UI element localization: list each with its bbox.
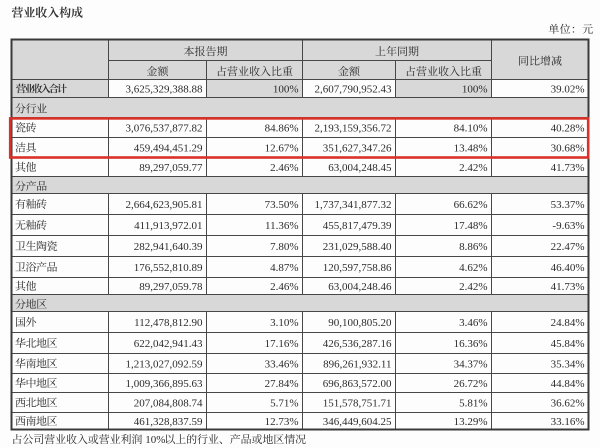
svg-text:1,009,366,895.63: 1,009,366,895.63 [126, 378, 204, 390]
svg-text:13.48%: 13.48% [454, 142, 488, 154]
svg-text:896,261,932.11: 896,261,932.11 [323, 358, 391, 370]
svg-text:2.46%: 2.46% [270, 162, 298, 174]
svg-text:3,625,329,388.88: 3,625,329,388.88 [126, 83, 204, 95]
svg-text:22.47%: 22.47% [551, 241, 585, 253]
svg-text:8.86%: 8.86% [459, 241, 487, 253]
svg-text:696,863,572.00: 696,863,572.00 [323, 378, 392, 390]
svg-text:120,597,758.86: 120,597,758.86 [323, 262, 392, 274]
svg-text:2.46%: 2.46% [270, 281, 298, 293]
svg-text:176,552,810.89: 176,552,810.89 [134, 262, 203, 274]
svg-text:426,536,287.16: 426,536,287.16 [323, 338, 392, 350]
svg-text:36.62%: 36.62% [551, 397, 585, 409]
svg-text:11.36%: 11.36% [265, 220, 299, 232]
svg-text:2,193,159,356.72: 2,193,159,356.72 [315, 122, 392, 134]
svg-text:84.86%: 84.86% [265, 122, 299, 134]
svg-text:89,297,059.78: 89,297,059.78 [139, 281, 203, 293]
svg-text:1,737,341,877.32: 1,737,341,877.32 [315, 199, 392, 211]
svg-text:12.73%: 12.73% [265, 416, 299, 428]
svg-text:2.42%: 2.42% [459, 281, 487, 293]
svg-text:26.72%: 26.72% [454, 378, 488, 390]
svg-text:2,664,623,905.81: 2,664,623,905.81 [126, 199, 203, 211]
svg-text:13.29%: 13.29% [454, 416, 488, 428]
svg-text:100%: 100% [462, 83, 488, 95]
svg-text:40.28%: 40.28% [551, 122, 585, 134]
svg-text:41.73%: 41.73% [551, 281, 585, 293]
svg-text:207,084,808.74: 207,084,808.74 [134, 397, 203, 409]
svg-text:33.16%: 33.16% [551, 416, 585, 428]
svg-text:5.81%: 5.81% [459, 397, 487, 409]
svg-text:45.84%: 45.84% [551, 338, 585, 350]
svg-text:459,494,451.29: 459,494,451.29 [134, 142, 203, 154]
svg-text:17.48%: 17.48% [454, 220, 488, 232]
svg-text:73.50%: 73.50% [265, 199, 299, 211]
svg-text:455,817,479.39: 455,817,479.39 [323, 220, 392, 232]
svg-text:16.36%: 16.36% [454, 338, 488, 350]
svg-text:351,627,347.26: 351,627,347.26 [323, 142, 392, 154]
svg-text:24.84%: 24.84% [551, 317, 585, 329]
svg-text:10%: 10% [145, 434, 165, 446]
svg-text:112,478,812.90: 112,478,812.90 [134, 317, 203, 329]
svg-text:2,607,790,952.43: 2,607,790,952.43 [315, 83, 393, 95]
svg-text:66.62%: 66.62% [454, 199, 488, 211]
svg-text:411,913,972.01: 411,913,972.01 [134, 220, 202, 232]
svg-text:41.73%: 41.73% [551, 162, 585, 174]
svg-text:34.37%: 34.37% [454, 358, 488, 370]
svg-text:27.84%: 27.84% [265, 378, 299, 390]
svg-text:53.37%: 53.37% [551, 199, 585, 211]
svg-text:84.10%: 84.10% [454, 122, 488, 134]
svg-text:89,297,059.77: 89,297,059.77 [139, 162, 203, 174]
svg-text:2.42%: 2.42% [459, 162, 487, 174]
svg-text:63,004,248.46: 63,004,248.46 [328, 281, 392, 293]
svg-text:17.16%: 17.16% [265, 338, 299, 350]
svg-text:231,029,588.40: 231,029,588.40 [323, 241, 392, 253]
svg-text:5.71%: 5.71% [270, 397, 298, 409]
svg-text:63,004,248.45: 63,004,248.45 [328, 162, 392, 174]
svg-text:35.34%: 35.34% [551, 358, 585, 370]
svg-text:12.67%: 12.67% [265, 142, 299, 154]
svg-text:151,578,751.71: 151,578,751.71 [323, 397, 392, 409]
svg-text:622,042,941.43: 622,042,941.43 [134, 338, 203, 350]
svg-text:44.84%: 44.84% [551, 378, 585, 390]
svg-text:461,328,837.59: 461,328,837.59 [134, 416, 203, 428]
svg-text:3.10%: 3.10% [270, 317, 298, 329]
svg-text:282,941,640.39: 282,941,640.39 [134, 241, 203, 253]
svg-text:3,076,537,877.82: 3,076,537,877.82 [126, 122, 203, 134]
svg-text:4.62%: 4.62% [459, 262, 487, 274]
svg-text:346,449,604.25: 346,449,604.25 [323, 416, 392, 428]
svg-text:-9.63%: -9.63% [552, 220, 584, 232]
svg-text:39.02%: 39.02% [551, 83, 585, 95]
svg-text:33.46%: 33.46% [265, 358, 299, 370]
svg-text:7.80%: 7.80% [270, 241, 298, 253]
svg-text:100%: 100% [273, 83, 299, 95]
svg-text:1,213,027,092.59: 1,213,027,092.59 [126, 358, 204, 370]
svg-text:90,100,805.20: 90,100,805.20 [328, 317, 392, 329]
svg-text:30.68%: 30.68% [551, 142, 585, 154]
svg-text:46.40%: 46.40% [551, 262, 585, 274]
svg-text:4.87%: 4.87% [270, 262, 298, 274]
svg-text:3.46%: 3.46% [459, 317, 487, 329]
